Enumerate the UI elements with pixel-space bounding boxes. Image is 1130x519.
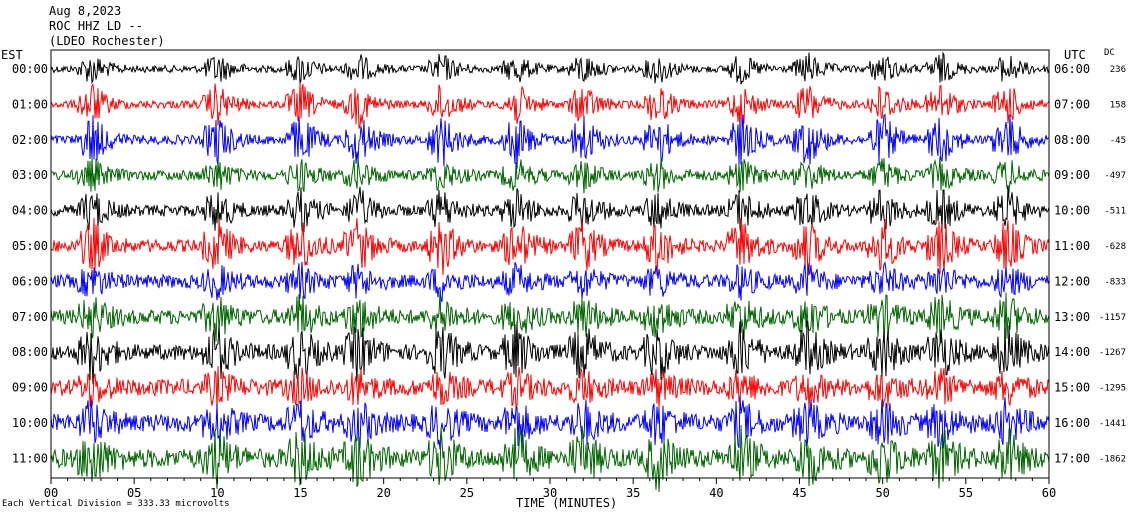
utc-hour-label: 14:00 <box>1054 345 1090 359</box>
dc-offset-labels: 236 158 -45 -497 -511 -628 -833 -1157 -1267 -1295… <box>1099 65 1126 464</box>
utc-hour-labels: 06:00 07:00 08:00 09:00 10:00 11:00 12:00 13:00… <box>1054 62 1090 465</box>
est-hour-label: 03:00 <box>12 168 48 182</box>
dc-offset-label: -1157 <box>1099 313 1126 323</box>
x-tick-label: 15 <box>293 486 307 500</box>
trace-row-02 <box>50 113 1050 169</box>
est-hour-label: 00:00 <box>12 62 48 76</box>
utc-hour-label: 13:00 <box>1054 310 1090 324</box>
dc-offset-label: -45 <box>1110 136 1126 146</box>
trace-row-09 <box>50 366 1050 410</box>
utc-hour-label: 09:00 <box>1054 168 1090 182</box>
trace-row-10 <box>50 395 1050 451</box>
est-hour-label: 05:00 <box>12 239 48 253</box>
dc-offset-label: -833 <box>1104 277 1126 287</box>
est-hour-label: 04:00 <box>12 204 48 218</box>
est-hour-label: 09:00 <box>12 381 48 395</box>
x-tick-label: 50 <box>875 486 889 500</box>
x-tick-label: 60 <box>1042 486 1056 500</box>
trace-row-04 <box>50 185 1050 234</box>
utc-hour-label: 17:00 <box>1054 451 1090 465</box>
x-tick-label: 45 <box>792 486 806 500</box>
trace-row-01 <box>50 82 1050 129</box>
date-label: Aug 8,2023 <box>49 4 122 18</box>
est-hour-label: 07:00 <box>12 310 48 324</box>
x-axis: 00 05 10 15 20 25 30 35 40 45 50 55 60 <box>44 478 1056 500</box>
utc-hour-label: 16:00 <box>1054 416 1090 430</box>
station-label: ROC HHZ LD -- <box>49 19 143 33</box>
trace-row-06 <box>50 261 1050 303</box>
dc-offset-label: -1441 <box>1099 419 1126 429</box>
dc-offset-label: -511 <box>1104 207 1126 217</box>
dc-offset-label: 236 <box>1110 65 1126 75</box>
x-tick-label: 25 <box>460 486 474 500</box>
seismic-traces <box>50 51 1050 493</box>
x-tick-label: 55 <box>959 486 973 500</box>
trace-row-08 <box>50 319 1050 385</box>
dc-offset-label: -628 <box>1104 242 1126 252</box>
dc-offset-label: -1862 <box>1099 454 1126 464</box>
dc-offset-label: -1267 <box>1099 348 1126 358</box>
x-tick-label: 05 <box>127 486 141 500</box>
x-tick-label: 00 <box>44 486 58 500</box>
est-hour-label: 08:00 <box>12 345 48 359</box>
trace-row-05 <box>50 217 1050 276</box>
trace-row-03 <box>51 156 1050 194</box>
est-axis-label: EST <box>1 48 23 62</box>
utc-hour-label: 11:00 <box>1054 239 1090 253</box>
dc-offset-label: -1295 <box>1099 384 1126 394</box>
utc-hour-label: 07:00 <box>1054 97 1090 111</box>
x-tick-label: 10 <box>210 486 224 500</box>
est-hour-label: 02:00 <box>12 133 48 147</box>
dc-axis-label: DC <box>1104 48 1115 58</box>
utc-hour-label: 15:00 <box>1054 381 1090 395</box>
plot-frame <box>50 49 1050 479</box>
utc-axis-label: UTC <box>1064 48 1086 62</box>
dc-offset-label: 158 <box>1110 100 1126 110</box>
trace-row-07 <box>50 292 1050 344</box>
utc-hour-label: 06:00 <box>1054 62 1090 76</box>
x-tick-label: 20 <box>376 486 390 500</box>
est-hour-label: 10:00 <box>12 416 48 430</box>
trace-row-00 <box>50 51 1050 85</box>
scale-footnote: Each Vertical Division = 333.33 microvol… <box>2 499 230 509</box>
utc-hour-label: 12:00 <box>1054 274 1090 288</box>
dc-offset-label: -497 <box>1104 171 1126 181</box>
x-tick-label: 35 <box>626 486 640 500</box>
est-hour-label: 06:00 <box>12 274 48 288</box>
utc-hour-label: 08:00 <box>1054 133 1090 147</box>
x-tick-label: 30 <box>543 486 557 500</box>
location-label: (LDEO Rochester) <box>49 34 165 48</box>
est-hour-labels: 00:00 01:00 02:00 03:00 04:00 05:00 06:00 07:00… <box>12 62 48 465</box>
est-hour-label: 01:00 <box>12 97 48 111</box>
utc-hour-label: 10:00 <box>1054 204 1090 218</box>
x-axis-title: TIME (MINUTES) <box>516 496 617 510</box>
x-tick-label: 40 <box>709 486 723 500</box>
est-hour-label: 11:00 <box>12 451 48 465</box>
